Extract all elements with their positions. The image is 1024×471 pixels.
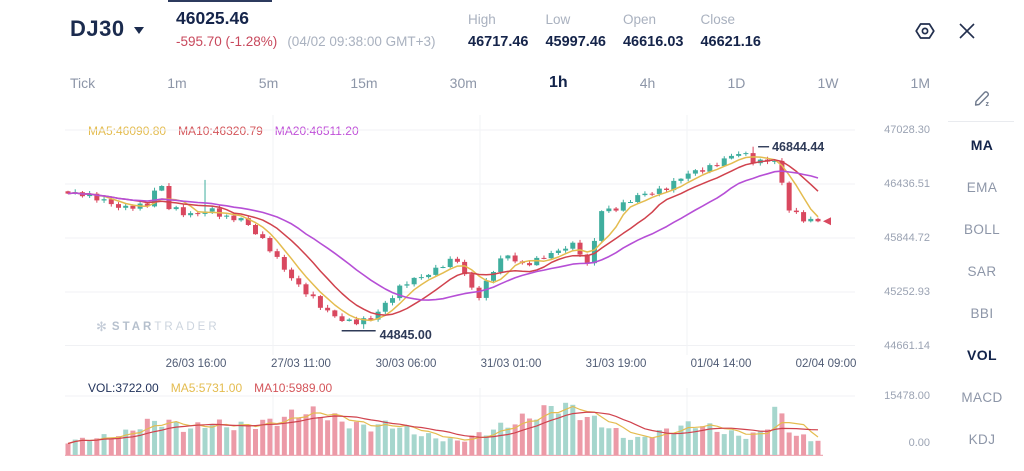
time-tick-label: 26/03 16:00 bbox=[165, 358, 227, 370]
price-tick-label: 45844.72 bbox=[884, 232, 930, 244]
price-timestamp: (04/02 09:38:00 GMT+3) bbox=[287, 34, 436, 49]
stat-label: High bbox=[468, 12, 496, 27]
pencil-icon: z bbox=[974, 91, 990, 108]
tab-4h[interactable]: 4h bbox=[639, 75, 656, 91]
legend-item: MA5:46090.80 bbox=[88, 124, 167, 138]
price-tick-label: 44661.14 bbox=[884, 339, 930, 352]
stat-high: High 46717.46 bbox=[468, 12, 528, 50]
sidebar-item-kdj[interactable]: KDJ bbox=[968, 431, 996, 447]
star-logo-icon: ✻ bbox=[96, 319, 107, 334]
stat-label: Open bbox=[622, 12, 656, 27]
close-icon bbox=[959, 23, 975, 39]
legend-item: VOL:3722.00 bbox=[88, 381, 159, 395]
gear-icon bbox=[915, 23, 935, 39]
ohlc-stats: High 46717.46 Low 45997.46 Open 46616.03 Close… bbox=[468, 12, 761, 50]
price-block: 46025.46 -595.70 (-1.28%) (04/02 09:38:0… bbox=[176, 8, 436, 49]
svg-text:46844.44: 46844.44 bbox=[772, 140, 824, 154]
price-tick-label: 47028.30 bbox=[884, 124, 930, 136]
last-price: 46025.46 bbox=[176, 8, 249, 28]
timeframe-tabs: Tick 1m 5m 15m 30m 1h 4h 1D 1W 1M bbox=[70, 70, 930, 96]
svg-text:z: z bbox=[986, 101, 990, 108]
volume-legend: VOL:3722.00 MA5:5731.00 MA10:5989.00 bbox=[88, 381, 332, 395]
broker-watermark: ✻ STAR TRADER bbox=[96, 319, 220, 335]
symbol-selector[interactable]: DJ30 bbox=[70, 16, 144, 42]
sidebar-item-ema[interactable]: EMA bbox=[966, 179, 998, 195]
tab-30m[interactable]: 30m bbox=[449, 75, 477, 91]
sidebar-item-macd[interactable]: MACD bbox=[961, 389, 1003, 405]
ma-legend: MA5:46090.80 MA10:46320.79 MA20:46511.20 bbox=[88, 124, 359, 138]
draw-tools-button[interactable]: z bbox=[970, 84, 996, 110]
price-change: -595.70 (-1.28%) bbox=[176, 34, 278, 49]
symbol-name: DJ30 bbox=[70, 16, 125, 41]
tab-5m[interactable]: 5m bbox=[258, 75, 279, 91]
close-button[interactable] bbox=[952, 16, 982, 46]
tab-15m[interactable]: 15m bbox=[350, 75, 378, 91]
stat-close: Close 46621.16 bbox=[700, 12, 760, 50]
volume-tick-label: 0.00 bbox=[908, 437, 930, 449]
settings-button[interactable] bbox=[910, 16, 940, 46]
chevron-down-icon bbox=[133, 27, 144, 34]
stat-value: 46717.46 bbox=[468, 34, 529, 50]
legend-item: MA10:5989.00 bbox=[254, 381, 333, 395]
stat-low: Low 45997.46 bbox=[545, 12, 605, 50]
tab-1m[interactable]: 1m bbox=[167, 75, 187, 91]
sidebar-item-ma[interactable]: MA bbox=[970, 137, 994, 153]
time-tick-label: 31/03 19:00 bbox=[585, 358, 647, 370]
sidebar-divider bbox=[948, 121, 1014, 122]
time-tick-label: 31/03 01:00 bbox=[480, 358, 542, 370]
tab-1h[interactable]: 1h bbox=[549, 74, 568, 91]
tab-1d[interactable]: 1D bbox=[727, 75, 746, 91]
price-subline: -595.70 (-1.28%) (04/02 09:38:00 GMT+3) bbox=[176, 34, 436, 49]
legend-item: MA10:46320.79 bbox=[178, 124, 263, 138]
indicator-sidebar: MA EMA BOLL SAR BBI VOL MACD KDJ bbox=[940, 124, 1024, 460]
sidebar-item-vol[interactable]: VOL bbox=[967, 347, 997, 363]
stat-label: Close bbox=[700, 12, 735, 27]
time-tick-label: 30/03 06:00 bbox=[375, 358, 437, 370]
tab-1m[interactable]: 1M bbox=[910, 75, 930, 91]
price-tick-label: 45252.93 bbox=[884, 286, 930, 298]
watermark-text-light: TRADER bbox=[154, 321, 220, 333]
price-tick-label: 46436.51 bbox=[884, 178, 930, 190]
stat-value: 46621.16 bbox=[700, 34, 761, 50]
volume-tick-label: 15478.00 bbox=[884, 390, 930, 402]
watermark-text-bold: STAR bbox=[111, 321, 155, 333]
legend-item: MA5:5731.00 bbox=[170, 381, 243, 395]
time-tick-label: 01/04 14:00 bbox=[690, 358, 752, 370]
volume-chart-canvas[interactable] bbox=[65, 388, 855, 456]
window-top-border bbox=[168, 0, 272, 2]
legend-item: MA20:46511.20 bbox=[274, 124, 359, 138]
svg-text:44845.00: 44845.00 bbox=[380, 328, 432, 342]
sidebar-item-boll[interactable]: BOLL bbox=[963, 221, 1001, 237]
tab-1w[interactable]: 1W bbox=[817, 75, 839, 91]
stat-value: 46616.03 bbox=[622, 34, 684, 50]
time-tick-label: 27/03 11:00 bbox=[271, 358, 331, 370]
stat-label: Low bbox=[545, 12, 571, 27]
stat-value: 45997.46 bbox=[545, 34, 606, 50]
sidebar-item-sar[interactable]: SAR bbox=[967, 263, 997, 279]
time-tick-label: 02/04 09:00 bbox=[795, 358, 857, 370]
tab-tick[interactable]: Tick bbox=[70, 75, 96, 91]
stat-open: Open 46616.03 bbox=[623, 12, 683, 50]
sidebar-item-bbi[interactable]: BBI bbox=[970, 305, 994, 321]
price-chart-canvas[interactable]: 46844.44 44845.00 bbox=[65, 115, 855, 355]
